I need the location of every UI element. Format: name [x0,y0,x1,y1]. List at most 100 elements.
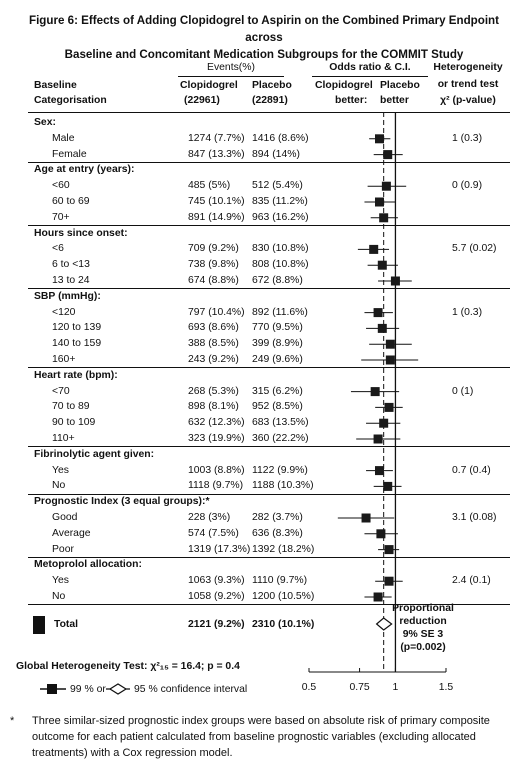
estimate-box [385,355,395,365]
estimate-box [377,260,387,270]
row-placebo-events: 1122 (9.9%) [252,464,308,476]
footnote-text: Three similar-sized prognostic index gro… [32,715,490,759]
group-label: SBP (mmHg): [34,290,101,302]
heterogeneity-header-3: χ² (p-value) [440,95,496,106]
baseline-header: Baseline [34,80,77,91]
row-clopidogrel-events: 1058 (9.2%) [188,591,245,602]
estimate-box [376,529,386,539]
footnote-marker: * [10,715,15,727]
group-label: Fibrinolytic agent given: [34,448,155,460]
proportional-line-3: 9% SE 3 [402,629,444,640]
row-clopidogrel-events: 709 (9.2%) [188,243,239,255]
row-label: 60 to 69 [52,196,90,207]
group-divider [28,556,510,558]
heterogeneity-header-2: or trend test [437,79,499,90]
row-label: 160+ [52,354,76,365]
clopidogrel-better-2: better: [335,95,368,106]
estimate-box [381,181,391,191]
legend-95-ci-label: 95 % confidence interval [134,684,248,695]
proportional-line-2: reduction [399,616,447,627]
row-label: 110+ [52,433,75,444]
row-label: <120 [52,306,76,318]
row-label: Yes [52,575,69,587]
row-placebo-events: 892 (11.6%) [252,306,308,318]
row-placebo-events: 963 (16.2%) [252,211,309,223]
estimate-box [361,513,371,523]
row-placebo-events: 399 (8.9%) [252,338,303,350]
row-label: Female [52,148,87,160]
row-clopidogrel-events: 243 (9.2%) [188,354,239,365]
estimate-box [374,466,384,476]
placebo-better-2: better [380,95,409,106]
proportional-line-1: Proportional [392,603,454,614]
row-heterogeneity: 0 (0.9) [452,180,483,192]
row-placebo-events: 1110 (9.7%) [252,575,308,587]
row-heterogeneity: 1 (0.3) [452,306,483,318]
row-placebo-events: 835 (11.2%) [252,196,308,207]
row-clopidogrel-events: 632 (12.3%) [188,417,245,429]
row-clopidogrel-events: 1063 (9.3%) [188,575,245,587]
x-axis-tick-label: 1 [393,682,399,693]
row-placebo-events: 894 (14%) [252,148,300,160]
row-clopidogrel-events: 693 (8.6%) [188,322,239,334]
estimate-box [384,576,394,586]
row-placebo-events: 1200 (10.5%) [252,591,315,602]
estimate-box [373,434,383,444]
group-divider [28,446,510,448]
estimate-box [384,545,394,555]
group-divider [28,225,510,227]
row-placebo-events: 672 (8.8%) [252,275,303,286]
row-placebo-events: 1188 (10.3%) [252,480,314,492]
estimate-box [373,308,383,318]
row-clopidogrel-events: 323 (19.9%) [188,433,245,444]
row-label: 70 to 89 [52,401,90,413]
row-label: 120 to 139 [52,322,102,334]
global-heterogeneity-test: Global Heterogeneity Test: χ²₁₅ = 16.4; … [16,661,240,672]
row-placebo-events: 636 (8.3%) [252,527,303,539]
row-label: No [52,480,66,492]
estimate-box [373,592,383,602]
proportional-line-4: (p=0.002) [400,642,446,653]
row-heterogeneity: 2.4 (0.1) [452,575,491,587]
group-label: Hours since onset: [34,227,128,239]
group-label: Metoprolol allocation: [34,559,142,571]
row-placebo-events: 249 (9.6%) [252,354,303,365]
row-label: 70+ [52,211,70,223]
x-axis-tick-label: 0.5 [302,682,317,693]
row-clopidogrel-events: 898 (8.1%) [188,401,239,413]
categorisation-header: Categorisation [34,95,107,106]
row-label: Yes [52,464,69,476]
row-clopidogrel-events: 268 (5.3%) [188,385,239,397]
x-axis-tick-label: 1.5 [439,682,454,693]
row-placebo-events: 770 (9.5%) [252,322,303,334]
legend-99-ci-symbol [40,684,66,694]
row-label: 90 to 109 [52,417,96,429]
row-placebo-events: 282 (3.7%) [252,512,303,523]
title-line-1: Figure 6: Effects of Adding Clopidogrel … [29,14,499,44]
row-label: <6 [52,243,64,255]
row-heterogeneity: 0 (1) [452,385,474,397]
legend-99-ci-label: 99 % or [70,684,106,695]
total-placebo: 2310 (10.1%) [252,619,315,630]
placebo-n: (22891) [252,95,288,106]
estimate-box [379,418,389,428]
row-placebo-events: 683 (13.5%) [252,417,309,429]
x-axis-tick-label: 0.75 [349,682,369,693]
clopidogrel-header: Clopidogrel [180,80,238,91]
odds-ratio-header: Odds ratio & C.I. [329,62,411,73]
row-placebo-events: 512 (5.4%) [252,180,303,192]
row-clopidogrel-events: 797 (10.4%) [188,306,245,318]
group-label: Heart rate (bpm): [34,369,118,381]
row-placebo-events: 808 (10.8%) [252,259,309,271]
row-label: 6 to <13 [52,259,90,271]
group-divider [28,161,510,163]
table-bottom-divider [28,604,510,605]
estimate-box [383,150,393,160]
placebo-header: Placebo [252,80,292,91]
row-label: <60 [52,180,70,192]
total-marker [33,616,45,634]
row-heterogeneity: 1 (0.3) [452,132,483,144]
events-header-rule [178,76,284,77]
clopidogrel-n: (22961) [184,95,220,106]
row-clopidogrel-events: 1274 (7.7%) [188,132,245,144]
